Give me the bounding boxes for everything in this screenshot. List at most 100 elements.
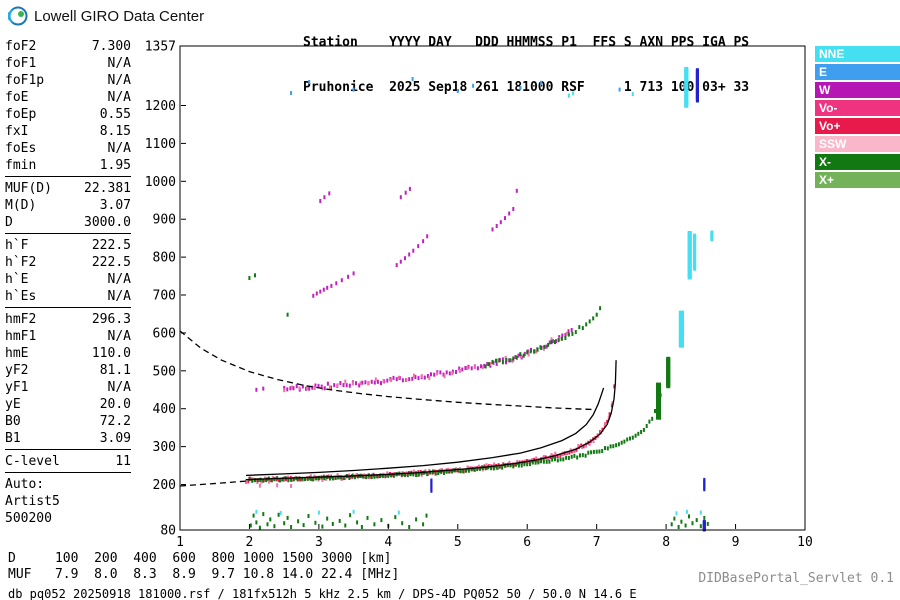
series-top-sprinkle-e: [290, 77, 621, 95]
x-tick-label: 5: [454, 535, 462, 550]
series-pink-specks: [258, 483, 293, 488]
param-value: N/A: [107, 289, 131, 304]
param-row-muf-d-: MUF(D) 22.381: [5, 180, 131, 197]
param-label: h`Es: [5, 289, 37, 304]
param-label: Artist5: [5, 494, 60, 509]
param-label: yE: [5, 397, 21, 412]
param-row-foes: foEs N/A: [5, 140, 131, 157]
y-tick-label: 300: [153, 440, 176, 455]
series-f-trace-o-vo-plus: [245, 384, 616, 484]
param-value: N/A: [107, 56, 131, 71]
y-tick-label: 1000: [145, 175, 176, 190]
param-group-5: Auto: Artist5 500200: [5, 476, 131, 529]
param-row-yf2: yF2 81.1: [5, 362, 131, 379]
param-label: Auto:: [5, 477, 45, 492]
curve-muf-transmission-curve: [179, 330, 594, 411]
param-value: 3000.0: [84, 215, 131, 230]
param-group-3: hmF2 296.3 hmF1 N/A hmE 110.0 yF2 81.1 yF1 N/A yE 2…: [5, 311, 131, 450]
series-sparse-w-echoes: [255, 186, 518, 392]
param-value: 1.95: [99, 158, 131, 173]
legend-chip-e: E: [815, 64, 900, 80]
param-row-h-es: h`Es N/A: [5, 288, 131, 305]
series-second-hop-pink: [283, 331, 568, 393]
ionogram-chart: 8020030040050060070080090010001100120013…: [145, 40, 813, 551]
param-label: fxI: [5, 124, 29, 139]
x-tick-label: 4: [384, 535, 392, 550]
param-row-fmin: fmin 1.95: [5, 157, 131, 174]
series-misc-x-echoes: [248, 273, 289, 317]
legend-chip-nne: NNE: [815, 46, 900, 62]
file-info: db pq052 20250918 181000.rsf / 181fx512h…: [8, 587, 637, 600]
param-row-b1: B1 3.09: [5, 430, 131, 447]
series-nne-spread-bars: [678, 66, 714, 348]
param-row-fof1p: foF1p N/A: [5, 72, 131, 89]
param-row-auto-: Auto:: [5, 476, 131, 493]
lowell-giro-brand: Lowell GIRO Data Center: [8, 6, 204, 26]
station-header-values: Pruhonice 2025 Sep18 261 181000 RSF 1 71…: [303, 80, 750, 95]
y-tick-label: 80: [160, 524, 176, 539]
param-label: foEp: [5, 107, 37, 122]
param-group-4: C-level 11: [5, 453, 131, 473]
legend-chip-vo-: Vo+: [815, 118, 900, 134]
series-second-hop-x: [484, 306, 602, 369]
y-tick-label: 700: [153, 289, 176, 304]
y-tick-label: 200: [153, 478, 176, 493]
param-label: hmE: [5, 346, 29, 361]
legend-chip-w: W: [815, 82, 900, 98]
param-row-foep: foEp 0.55: [5, 106, 131, 123]
y-tick-label: 600: [153, 326, 176, 341]
x-tick-label: 1: [176, 535, 184, 550]
param-value: N/A: [107, 90, 131, 105]
param-label: hmF1: [5, 329, 37, 344]
series-third-hop-w: [312, 207, 515, 298]
curve-low-dashed-segment: [179, 480, 247, 487]
x-tick-label: 8: [662, 535, 670, 550]
y-tick-label: 400: [153, 402, 176, 417]
legend-chip-x-: X+: [815, 172, 900, 188]
param-row-c-level: C-level 11: [5, 453, 131, 470]
param-row-hme: hmE 110.0: [5, 345, 131, 362]
x-tick-label: 9: [732, 535, 740, 550]
param-group-2: h`F 222.5 h`F2 222.5 h`E N/A h`Es N/A: [5, 237, 131, 308]
param-row-h-f: h`F 222.5: [5, 237, 131, 254]
plot-border: [179, 45, 806, 531]
param-value: N/A: [107, 329, 131, 344]
param-row-fxi: fxI 8.15: [5, 123, 131, 140]
param-label: h`F2: [5, 255, 37, 270]
param-row-fof1: foF1 N/A: [5, 55, 131, 72]
param-group-0: foF2 7.300 foF1 N/A foF1p N/A foE N/A foEp 0.55 fx…: [5, 38, 131, 177]
param-row-b0: B0 72.2: [5, 413, 131, 430]
series-bottom-noise-nne: [255, 509, 702, 516]
x-tick-label: 3: [315, 535, 323, 550]
param-value: 296.3: [91, 312, 131, 327]
y-tick-label: 900: [153, 213, 176, 228]
series-second-hop-w: [283, 328, 573, 392]
param-value: 8.15: [99, 124, 131, 139]
param-value: N/A: [107, 272, 131, 287]
curve-autoscaled-o-trace: [245, 360, 617, 481]
param-label: hmF2: [5, 312, 37, 327]
param-row-artist5: Artist5: [5, 493, 131, 510]
param-value: 3.09: [99, 431, 131, 446]
param-label: foF1: [5, 56, 37, 71]
param-value: 222.5: [91, 255, 131, 270]
legend-chip-x-: X-: [815, 154, 900, 170]
param-label: h`F: [5, 238, 29, 253]
param-group-1: MUF(D) 22.381 M(D) 3.07 D 3000.0: [5, 180, 131, 234]
series-cyan-specks: [567, 91, 634, 98]
param-row-hmf2: hmF2 296.3: [5, 311, 131, 328]
x-tick-label: 2: [246, 535, 254, 550]
param-label: fmin: [5, 158, 37, 173]
curve-restored-trace: [245, 387, 605, 477]
x-tick-label: 10: [797, 535, 813, 550]
param-row-ye: yE 20.0: [5, 396, 131, 413]
muf-table-line-d: D 100 200 400 600 800 1000 1500 3000 [km…: [8, 551, 392, 566]
series-e-spread-bars: [430, 68, 706, 532]
param-value: 110.0: [91, 346, 131, 361]
param-value: 0.55: [99, 107, 131, 122]
param-label: yF2: [5, 363, 29, 378]
param-value: 72.2: [99, 414, 131, 429]
muf-table-line-muf: MUF 7.9 8.0 8.3 8.9 9.7 10.8 14.0 22.4 […: [8, 567, 400, 582]
param-value: 3.07: [99, 198, 131, 213]
